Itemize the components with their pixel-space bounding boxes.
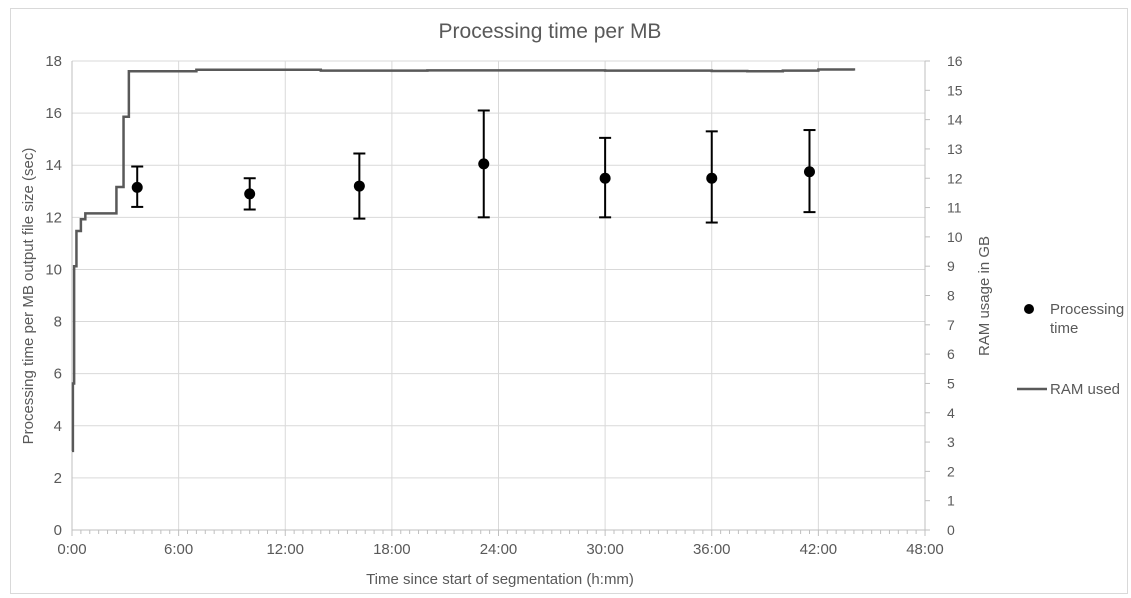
legend: Processing time RAM used xyxy=(1017,301,1124,398)
y-tick-label: 6 xyxy=(54,366,62,383)
y-tick-label: 0 xyxy=(54,522,62,539)
y-tick-label: 4 xyxy=(54,418,62,435)
y-tick-label: 8 xyxy=(54,314,62,331)
legend-label-processing-time: Processing time xyxy=(1050,301,1124,337)
y2-tick-label: 3 xyxy=(947,434,955,450)
y2-tick-label: 1 xyxy=(947,493,955,509)
processing-time-point xyxy=(803,166,815,178)
processing-time-point xyxy=(599,172,611,184)
axis-layer: 0:00 6:00 12:00 18:00 24:00 30:00 36:00 42:00 48… xyxy=(45,53,962,558)
y-axis-label: Processing time per MB output file size … xyxy=(20,148,37,445)
y-tick-label: 16 xyxy=(45,105,62,122)
processing-time-point xyxy=(706,172,718,184)
y2-tick-label: 9 xyxy=(947,258,955,274)
chart-frame xyxy=(10,8,1128,594)
x-tick-label: 0:00 xyxy=(57,541,86,558)
ram-used-line xyxy=(71,68,856,453)
y2-tick-label: 0 xyxy=(947,522,955,538)
x-tick-label: 42:00 xyxy=(800,541,838,558)
x-tick-label: 36:00 xyxy=(693,541,731,558)
y2-tick-label: 8 xyxy=(947,288,955,304)
y2-tick-label: 12 xyxy=(947,170,963,186)
x-tick-label: 24:00 xyxy=(480,541,518,558)
processing-time-point xyxy=(131,181,143,193)
y-tick-label: 12 xyxy=(45,209,62,226)
x-tick-label: 18:00 xyxy=(373,541,411,558)
y2-tick-label: 2 xyxy=(947,463,955,479)
y-tick-label: 18 xyxy=(45,53,62,70)
processing-time-point xyxy=(478,158,490,170)
processing-time-point xyxy=(244,188,256,200)
x-axis-label: Time since start of segmentation (h:mm) xyxy=(366,571,634,588)
y2-tick-label: 14 xyxy=(947,112,963,128)
x-tick-label: 6:00 xyxy=(164,541,193,558)
y2-tick-label: 10 xyxy=(947,229,963,245)
y2-tick-label: 13 xyxy=(947,141,963,157)
chart-title: Processing time per MB xyxy=(439,20,662,43)
y2-tick-label: 4 xyxy=(947,405,955,421)
y-tick-label: 10 xyxy=(45,261,62,278)
y2-tick-label: 15 xyxy=(947,82,963,98)
y2-tick-label: 11 xyxy=(947,200,962,216)
x-tick-label: 30:00 xyxy=(586,541,624,558)
x-tick-label: 48:00 xyxy=(906,541,944,558)
y2-tick-label: 6 xyxy=(947,346,955,362)
processing-time-point xyxy=(353,180,365,192)
points-layer xyxy=(131,109,816,224)
y-tick-label: 14 xyxy=(45,157,62,174)
y-tick-label: 2 xyxy=(54,470,62,487)
y2-axis-label: RAM usage in GB xyxy=(976,236,993,356)
legend-label-ram-used: RAM used xyxy=(1050,381,1120,398)
ram-layer xyxy=(71,68,856,453)
grid-layer xyxy=(72,60,926,530)
legend-marker-processing-time xyxy=(1024,304,1034,314)
y2-tick-label: 7 xyxy=(947,317,955,333)
y2-tick-label: 5 xyxy=(947,375,955,391)
x-tick-label: 12:00 xyxy=(266,541,304,558)
y2-tick-label: 16 xyxy=(947,53,963,69)
